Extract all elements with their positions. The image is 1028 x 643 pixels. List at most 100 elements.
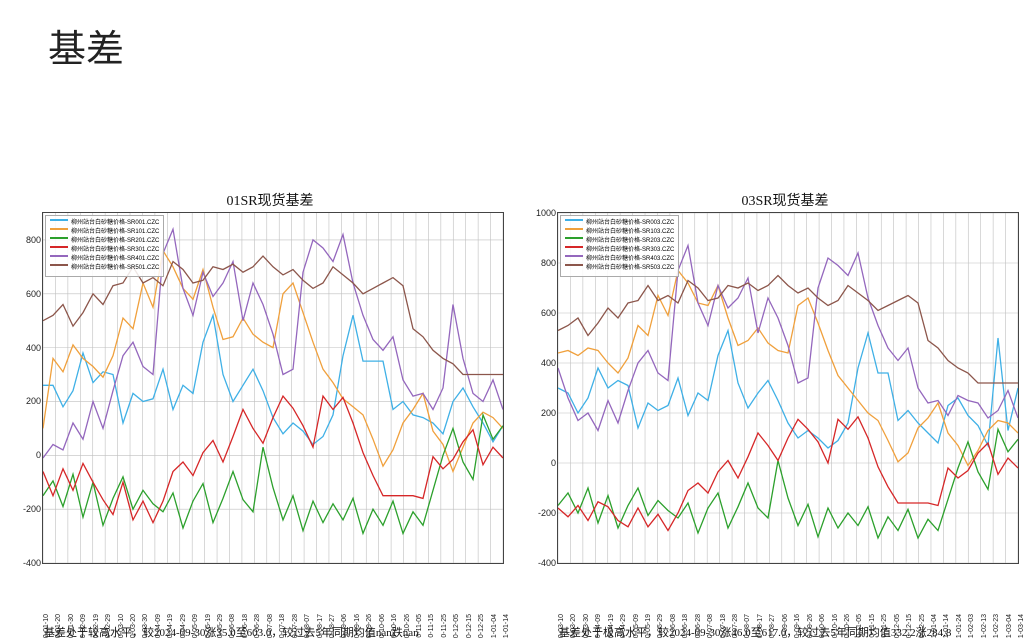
xtick-label: 0-02-29	[105, 614, 112, 638]
ytick-label: 0	[551, 458, 556, 468]
legend-label: 柳州站台白砂糖价格-SR201.CZC	[71, 238, 159, 244]
xtick-label: 0-01-20	[55, 614, 62, 638]
xtick-label: 0-11-15	[869, 614, 876, 638]
xtick-label: 0-08-07	[744, 614, 751, 638]
chart-title-03sr: 03SR现货基差	[545, 190, 1025, 210]
xtick-label: 0-03-20	[130, 614, 137, 638]
xtick-label: 1-01-04	[931, 614, 938, 638]
xtick-label: 0-12-05	[453, 614, 460, 638]
legend-03sr: 柳州站台白砂糖价格-SR003.CZC柳州站台白砂糖价格-SR103.CZC 柳州…	[560, 215, 679, 277]
xtick-label: 0-06-08	[229, 614, 236, 638]
xtick-label: 1-01-14	[943, 614, 950, 638]
ytick-label: 600	[541, 308, 556, 318]
xtick-label: 0-10-06	[379, 614, 386, 638]
xtick-label: 1-02-23	[993, 614, 1000, 638]
legend-item: 柳州站台白砂糖价格-SR003.CZC	[565, 219, 674, 228]
legend-swatch	[50, 228, 68, 230]
legend-label: 柳州站台白砂糖价格-SR101.CZC	[71, 229, 159, 235]
legend-item: 柳州站台白砂糖价格-SR201.CZC	[50, 237, 159, 246]
xtick-label: 0-08-17	[317, 614, 324, 638]
xtick-label: 0-06-08	[670, 614, 677, 638]
xtick-label: 0-04-19	[167, 614, 174, 638]
legend-label: 柳州站台白砂糖价格-SR403.CZC	[586, 256, 674, 262]
xtick-label: 0-03-20	[570, 614, 577, 638]
xtick-label: 0-12-15	[906, 614, 913, 638]
xtick-label: 0-06-18	[682, 614, 689, 638]
xtick-label: 0-07-08	[267, 614, 274, 638]
xtick-label: 0-11-05	[856, 614, 863, 638]
series-line	[558, 276, 1018, 384]
xtick-label: 0-09-06	[341, 614, 348, 638]
charts-container: 01SR现货基差 柳州站台白砂糖价格-SR001.CZC 柳州站台白砂糖价格-SR…	[0, 190, 1028, 620]
legend-item: 柳州站台白砂糖价格-SR401.CZC	[50, 255, 159, 264]
xtick-label: 0-12-05	[894, 614, 901, 638]
xtick-label: 0-05-09	[192, 614, 199, 638]
xtick-label: 0-09-26	[366, 614, 373, 638]
legend-item: 柳州站台白砂糖价格-SR301.CZC	[50, 246, 159, 255]
xtick-label: 0-10-26	[844, 614, 851, 638]
xlabels-01sr: 0-01-100-01-200-01-300-02-090-02-190-02-…	[43, 563, 503, 621]
xtick-label: 0-06-18	[242, 614, 249, 638]
legend-swatch	[50, 237, 68, 239]
xtick-label: 0-07-28	[732, 614, 739, 638]
series-line	[558, 271, 1018, 466]
legend-label: 柳州站台白砂糖价格-SR501.CZC	[71, 265, 159, 271]
legend-swatch	[565, 246, 583, 248]
legend-item: 柳州站台白砂糖价格-SR303.CZC	[565, 246, 674, 255]
xtick-label: 0-10-06	[819, 614, 826, 638]
ytick-label: 800	[26, 235, 41, 245]
xtick-label: 0-08-07	[304, 614, 311, 638]
xtick-label: 0-07-18	[720, 614, 727, 638]
legend-swatch	[565, 255, 583, 257]
xtick-label: 0-12-25	[919, 614, 926, 638]
ytick-label: 400	[26, 343, 41, 353]
xtick-label: 0-04-09	[595, 614, 602, 638]
ytick-label: -200	[23, 504, 41, 514]
xtick-label: 0-03-30	[583, 614, 590, 638]
xtick-label: 0-08-17	[757, 614, 764, 638]
legend-item: 柳州站台白砂糖价格-SR503.CZC	[565, 264, 674, 273]
ytick-label: 600	[26, 289, 41, 299]
xtick-label: 0-04-19	[608, 614, 615, 638]
legend-item: 柳州站台白砂糖价格-SR101.CZC	[50, 228, 159, 237]
xtick-label: 0-10-26	[404, 614, 411, 638]
legend-item: 柳州站台白砂糖价格-SR203.CZC	[565, 237, 674, 246]
page-title: 基差	[48, 18, 124, 73]
xtick-label: 0-04-29	[180, 614, 187, 638]
xtick-label: 0-09-16	[794, 614, 801, 638]
ytick-label: 1000	[536, 208, 556, 218]
xtick-label: 0-02-19	[93, 614, 100, 638]
ytick-label: 0	[36, 450, 41, 460]
xtick-label: 0-09-06	[782, 614, 789, 638]
xtick-label: 0-05-09	[633, 614, 640, 638]
xtick-label: 0-11-25	[881, 614, 888, 638]
xtick-label: 0-04-09	[155, 614, 162, 638]
xtick-label: 1-01-24	[956, 614, 963, 638]
chart-01sr: 01SR现货基差 柳州站台白砂糖价格-SR001.CZC 柳州站台白砂糖价格-SR…	[30, 190, 510, 640]
ytick-label: 800	[541, 258, 556, 268]
legend-swatch	[50, 246, 68, 248]
xtick-label: 0-12-25	[478, 614, 485, 638]
ytick-label: 400	[541, 358, 556, 368]
ylabels-01sr: -400-2000200400600800	[17, 213, 41, 563]
xtick-label: 0-10-16	[832, 614, 839, 638]
legend-label: 柳州站台白砂糖价格-SR103.CZC	[586, 229, 674, 235]
xtick-label: 1-03-14	[1018, 614, 1025, 638]
ylabels-03sr: -400-20002004006008001000	[532, 213, 556, 563]
series-line	[43, 396, 503, 522]
series-line	[558, 331, 1018, 449]
xtick-label: 0-06-28	[254, 614, 261, 638]
legend-swatch	[565, 237, 583, 239]
xtick-label: 0-04-29	[620, 614, 627, 638]
xtick-label: 0-05-29	[657, 614, 664, 638]
legend-label: 柳州站台白砂糖价格-SR503.CZC	[586, 265, 674, 271]
xtick-label: 0-11-05	[416, 614, 423, 638]
xtick-label: 1-01-04	[491, 614, 498, 638]
xtick-label: 0-10-16	[391, 614, 398, 638]
xtick-label: 0-06-28	[695, 614, 702, 638]
legend-label: 柳州站台白砂糖价格-SR001.CZC	[71, 220, 159, 226]
chart-title-01sr: 01SR现货基差	[30, 190, 510, 210]
xtick-label: 0-05-29	[217, 614, 224, 638]
legend-swatch	[50, 219, 68, 221]
series-line	[558, 429, 1018, 538]
